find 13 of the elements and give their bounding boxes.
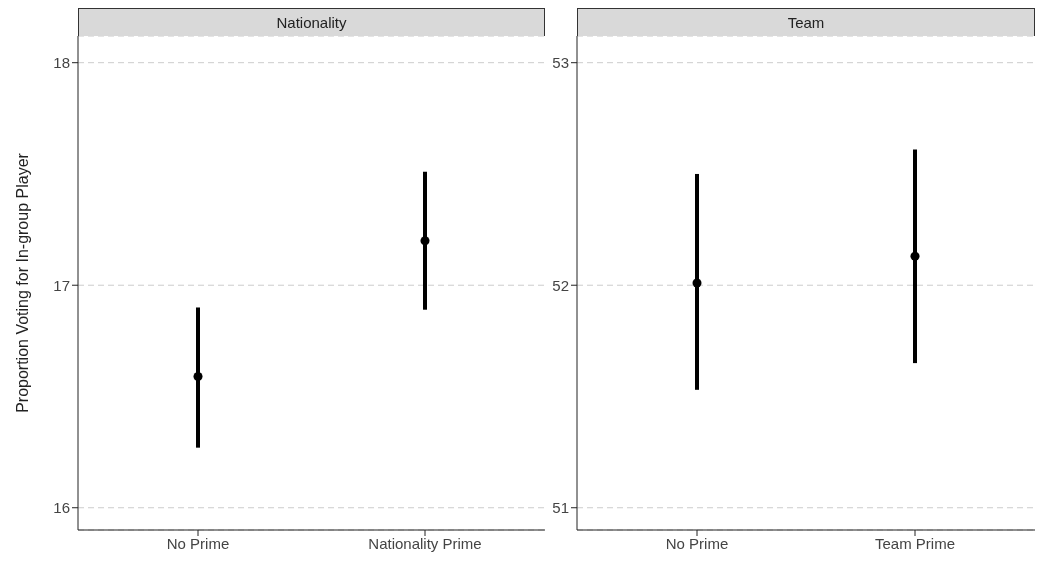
chart-title: Team bbox=[577, 8, 1035, 36]
y-tick-label: 53 bbox=[552, 54, 569, 72]
x-tick-label: Team Prime bbox=[874, 534, 956, 552]
y-tick-label: 52 bbox=[552, 276, 569, 294]
chart-title: Nationality bbox=[78, 8, 545, 36]
y-tick-label: 18 bbox=[53, 54, 70, 72]
y-tick-label: 51 bbox=[552, 499, 569, 517]
y-axis-title: Proportion Voting for In-group Player bbox=[13, 152, 31, 413]
x-tick-label: No Prime bbox=[665, 534, 729, 552]
y-tick-label: 16 bbox=[53, 499, 70, 517]
x-tick-label: No Prime bbox=[166, 534, 230, 552]
x-tick-label: Nationality Prime bbox=[368, 534, 482, 552]
y-tick-label: 17 bbox=[53, 276, 70, 294]
